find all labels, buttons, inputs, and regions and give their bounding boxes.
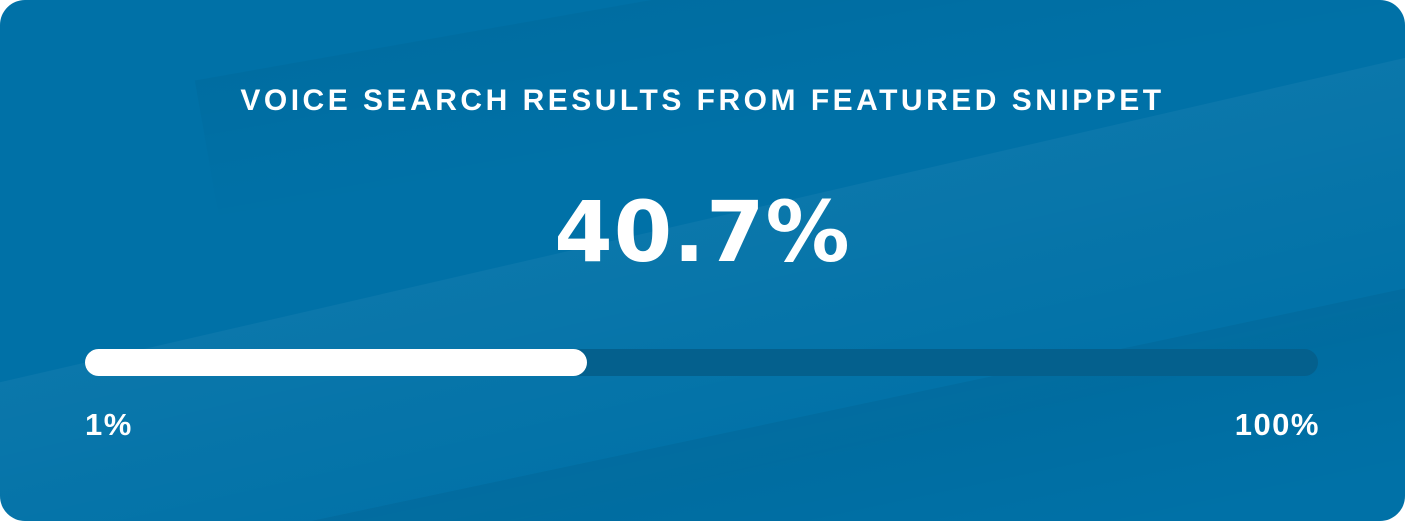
progress-bar-fill: [85, 349, 587, 376]
axis-labels-row: 1% 100%: [85, 405, 1320, 445]
chart-title: VOICE SEARCH RESULTS FROM FEATURED SNIPP…: [240, 84, 1165, 117]
progress-bar-track: [85, 349, 1318, 376]
axis-min-label: 1%: [85, 407, 133, 442]
axis-max-label: 100%: [1234, 407, 1320, 442]
percentage-value: 40.7%: [554, 183, 851, 281]
